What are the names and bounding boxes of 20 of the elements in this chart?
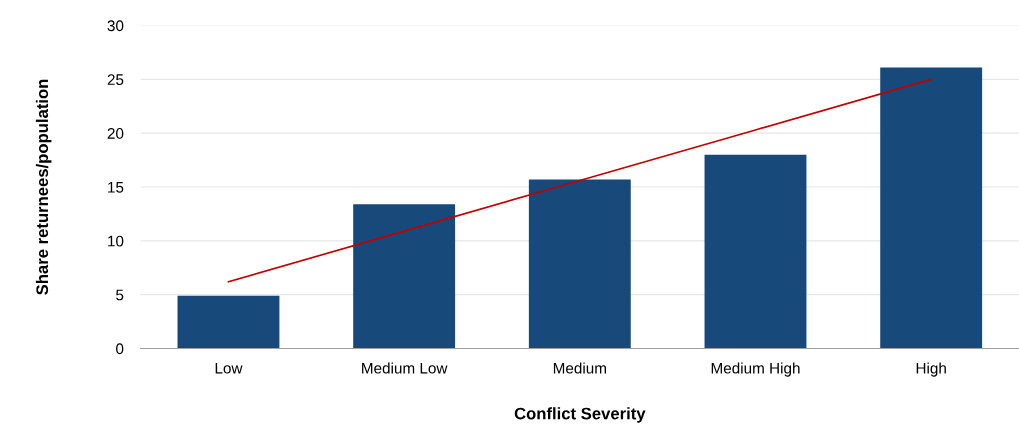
y-axis-title: Share returnees/population: [35, 79, 52, 295]
x-tick-label: Medium Low: [362, 362, 448, 374]
x-tick-label: High: [916, 362, 946, 377]
y-tick-label: 20: [107, 128, 124, 139]
x-tick-label: Low: [215, 362, 243, 374]
line-series: [227, 78, 932, 283]
y-tick-label: 15: [108, 182, 124, 193]
y-tick-label: 10: [108, 235, 124, 247]
bar: [177, 295, 280, 349]
y-tick-label: 0: [116, 343, 124, 355]
x-tick-label: Medium High: [711, 362, 800, 377]
bar: [528, 179, 631, 349]
x-axis-title: Conflict Severity: [514, 407, 646, 423]
bar: [704, 154, 807, 349]
y-tick-label: 30: [107, 20, 124, 32]
bar: [353, 204, 456, 349]
bar: [880, 67, 983, 349]
y-tick-label: 25: [107, 74, 124, 86]
x-tick-label: Medium: [553, 362, 606, 374]
y-tick-label: 5: [116, 289, 124, 301]
